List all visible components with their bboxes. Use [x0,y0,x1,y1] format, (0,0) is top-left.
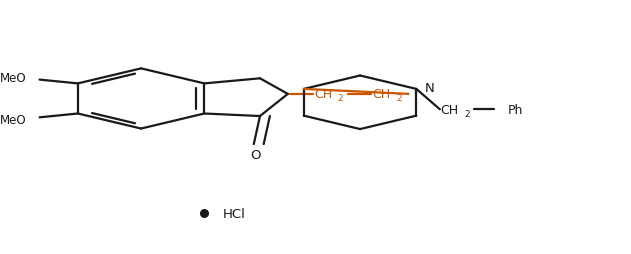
Text: CH: CH [440,104,459,117]
Text: MeO: MeO [0,114,27,126]
Text: MeO: MeO [0,72,27,85]
Text: CH: CH [372,88,391,101]
Text: 2: 2 [464,110,469,119]
Text: O: O [251,149,261,162]
Text: 2: 2 [396,94,402,103]
Text: N: N [425,82,435,95]
Text: CH: CH [314,88,332,101]
Text: 2: 2 [338,94,343,103]
Text: Ph: Ph [508,103,523,116]
Text: HCl: HCl [223,207,245,220]
